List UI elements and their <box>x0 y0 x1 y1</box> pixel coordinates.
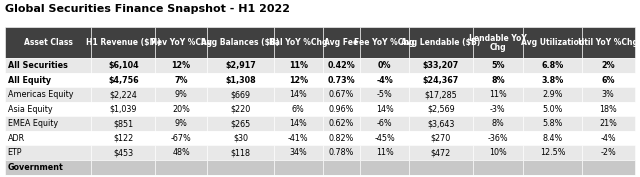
Text: -3%: -3% <box>490 105 506 114</box>
Text: 5.0%: 5.0% <box>542 105 563 114</box>
Text: 5%: 5% <box>491 61 505 70</box>
Text: -4%: -4% <box>600 134 616 143</box>
Text: 6%: 6% <box>292 105 305 114</box>
Text: Lendable YoY
Chg: Lendable YoY Chg <box>469 34 527 52</box>
Text: H1 Revenue ($M): H1 Revenue ($M) <box>86 38 161 47</box>
Text: EMEA Equity: EMEA Equity <box>8 119 58 128</box>
Text: -41%: -41% <box>288 134 308 143</box>
Text: $118: $118 <box>230 148 250 157</box>
Text: $2,224: $2,224 <box>109 90 137 99</box>
Text: ETP: ETP <box>8 148 22 157</box>
Text: $472: $472 <box>431 148 451 157</box>
Text: 14%: 14% <box>376 105 394 114</box>
Text: All Equity: All Equity <box>8 76 51 85</box>
Text: Rev YoY %Chg: Rev YoY %Chg <box>150 38 212 47</box>
Text: Government: Government <box>8 163 63 172</box>
Text: $122: $122 <box>113 134 133 143</box>
Text: 0%: 0% <box>378 61 391 70</box>
Text: 0.73%: 0.73% <box>328 76 355 85</box>
Text: 0.96%: 0.96% <box>329 105 354 114</box>
Text: Americas Equity: Americas Equity <box>8 90 73 99</box>
Text: 6.8%: 6.8% <box>541 61 564 70</box>
Text: 8.4%: 8.4% <box>542 134 563 143</box>
Text: 6%: 6% <box>602 76 615 85</box>
Text: Asia Equity: Asia Equity <box>8 105 52 114</box>
Text: 14%: 14% <box>289 90 307 99</box>
Text: ADR: ADR <box>8 134 25 143</box>
Text: 11%: 11% <box>289 61 308 70</box>
Text: 0.42%: 0.42% <box>328 61 355 70</box>
Text: 14%: 14% <box>289 119 307 128</box>
Text: 0.62%: 0.62% <box>329 119 354 128</box>
Text: $1,039: $1,039 <box>109 105 137 114</box>
Text: 8%: 8% <box>491 76 505 85</box>
Text: 20%: 20% <box>172 105 190 114</box>
Text: $265: $265 <box>230 119 251 128</box>
Text: 12%: 12% <box>172 61 191 70</box>
Text: 2%: 2% <box>602 61 615 70</box>
Text: 0.67%: 0.67% <box>329 90 354 99</box>
Text: Util YoY %Chg: Util YoY %Chg <box>579 38 638 47</box>
Text: -36%: -36% <box>488 134 508 143</box>
Text: 11%: 11% <box>376 148 394 157</box>
Text: 18%: 18% <box>600 105 617 114</box>
Text: Fee YoY %Chg: Fee YoY %Chg <box>355 38 415 47</box>
Text: $220: $220 <box>230 105 251 114</box>
Text: 0.82%: 0.82% <box>329 134 354 143</box>
Text: 12%: 12% <box>289 76 308 85</box>
Text: $2,569: $2,569 <box>427 105 454 114</box>
Text: -6%: -6% <box>377 119 392 128</box>
Text: $2,917: $2,917 <box>225 61 256 70</box>
Text: 10%: 10% <box>489 148 507 157</box>
Text: Avg Fee: Avg Fee <box>324 38 358 47</box>
Text: $24,367: $24,367 <box>422 76 459 85</box>
Text: -45%: -45% <box>374 134 395 143</box>
Text: 48%: 48% <box>172 148 190 157</box>
Text: $270: $270 <box>431 134 451 143</box>
Text: $453: $453 <box>113 148 133 157</box>
Text: 3.8%: 3.8% <box>541 76 564 85</box>
Text: $4,756: $4,756 <box>108 76 139 85</box>
Text: $30: $30 <box>233 134 248 143</box>
Text: $17,285: $17,285 <box>424 90 457 99</box>
Text: Avg Balances ($B): Avg Balances ($B) <box>202 38 280 47</box>
Text: $851: $851 <box>113 119 133 128</box>
Text: $3,643: $3,643 <box>427 119 454 128</box>
Text: 21%: 21% <box>599 119 617 128</box>
Text: $33,207: $33,207 <box>422 61 459 70</box>
Text: $1,308: $1,308 <box>225 76 256 85</box>
Text: 3%: 3% <box>602 90 614 99</box>
Text: Asset Class: Asset Class <box>24 38 73 47</box>
Text: Avg Utilization: Avg Utilization <box>521 38 584 47</box>
Text: $6,104: $6,104 <box>108 61 139 70</box>
Text: $669: $669 <box>230 90 250 99</box>
Text: 8%: 8% <box>492 119 504 128</box>
Text: 9%: 9% <box>175 119 188 128</box>
Text: -4%: -4% <box>376 76 393 85</box>
Text: 0.78%: 0.78% <box>329 148 354 157</box>
Text: 5.8%: 5.8% <box>542 119 563 128</box>
Text: 7%: 7% <box>174 76 188 85</box>
Text: 9%: 9% <box>175 90 188 99</box>
Text: -5%: -5% <box>377 90 392 99</box>
Text: 2.9%: 2.9% <box>542 90 563 99</box>
Text: Avg Lendable ($B): Avg Lendable ($B) <box>401 38 481 47</box>
Text: 34%: 34% <box>289 148 307 157</box>
Text: -67%: -67% <box>171 134 191 143</box>
Text: -2%: -2% <box>600 148 616 157</box>
Text: 11%: 11% <box>489 90 507 99</box>
Text: Global Securities Finance Snapshot - H1 2022: Global Securities Finance Snapshot - H1 … <box>5 4 290 14</box>
Text: Bal YoY %Chg: Bal YoY %Chg <box>269 38 328 47</box>
Text: All Securities: All Securities <box>8 61 68 70</box>
Text: 12.5%: 12.5% <box>540 148 565 157</box>
